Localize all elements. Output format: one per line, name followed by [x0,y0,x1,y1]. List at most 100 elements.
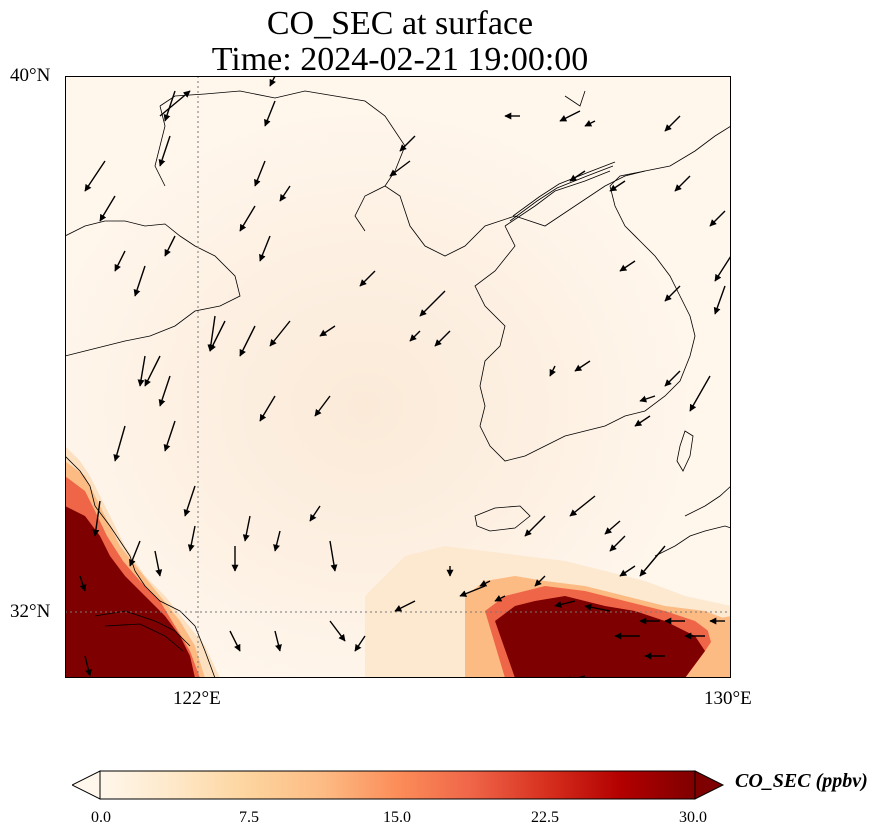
wind-arrow [609,180,626,192]
wind-arrow [689,375,711,412]
wind-arrow [79,575,87,592]
wind-arrow [494,595,506,602]
wind-arrow [164,235,176,257]
wind-arrow [664,115,681,132]
wind-arrow [113,425,126,462]
colorbar-tick-0: 0.0 [91,809,111,826]
wind-arrow [434,330,451,347]
wind-arrow [609,535,626,552]
lon-label-130e: 130°E [704,688,752,709]
wind-arrow [92,500,101,537]
wind-arrow [163,90,176,122]
wind-arrow [574,360,591,372]
wind-arrow [114,250,126,272]
wind-arrow [314,395,331,417]
wind-arrow [639,395,656,403]
wind-arrow [269,76,276,87]
wind-arrow [137,355,146,387]
lat-label-32n: 32°N [10,601,51,622]
wind-arrow [133,265,146,297]
wind-arrow [309,505,321,522]
wind-arrow [549,365,556,377]
wind-arrow [524,515,546,537]
wind-arrow [674,175,691,192]
wind-arrow [254,160,266,187]
wind-arrow [534,575,546,587]
wind-arrow [619,260,636,272]
map-title-line1: CO_SEC at surface [266,5,534,42]
wind-arrow [239,325,256,357]
colorbar-tick-2: 15.0 [383,809,411,826]
wind-arrows [79,76,731,678]
wind-arrow [479,580,491,587]
wind-arrow [99,195,116,222]
wind-arrow [554,600,576,608]
wind-arrow [242,515,251,542]
wind-arrow [319,325,336,337]
plume-southeast [365,546,731,678]
wind-arrow [569,170,586,182]
wind-arrow [584,603,611,612]
wind-arrow [329,620,346,642]
wind-arrow [183,485,196,517]
wind-arrow [634,415,651,427]
wind-arrow [399,135,416,152]
colorbar-tick-4: 30.0 [679,809,707,826]
wind-arrow [394,600,416,612]
wind-arrow [354,635,366,652]
wind-arrow [187,525,196,552]
wind-arrow [229,630,241,652]
wind-arrow [259,235,271,262]
wind-arrow [274,630,282,652]
wind-arrow [207,315,216,352]
wind-arrow [419,290,446,317]
plume-southwest [65,446,220,678]
map-frame [65,76,731,678]
wind-arrow [163,420,176,452]
lon-label-122e: 122°E [173,688,221,709]
colorbar-extend-low [72,770,101,800]
wind-arrow [664,285,681,302]
wind-arrow [584,120,596,127]
wind-arrow [269,320,291,347]
wind-arrow [273,530,281,552]
wind-arrow [84,655,92,677]
map-panel [65,76,731,678]
wind-arrow [158,375,171,407]
wind-arrow [259,395,276,422]
gridlines [65,76,731,678]
colorbar-tick-3: 22.5 [531,809,559,826]
wind-arrow [639,545,666,577]
wind-arrow [559,110,581,122]
map-canvas [65,76,731,678]
wind-arrow [264,100,276,127]
wind-arrow [144,355,161,387]
wind-arrow [664,370,681,387]
lat-label-40n: 40°N [10,65,51,86]
wind-arrow [279,185,291,202]
wind-arrow [158,135,171,167]
wind-arrow [389,160,411,177]
colorbar-label: CO_SEC (ppbv) [735,770,868,792]
wind-arrow [84,160,106,192]
colorbar-extend-high [694,770,725,800]
colorbar-body [99,770,696,800]
wind-arrow [564,675,586,678]
colorbar [72,770,725,800]
wind-arrow [459,585,486,597]
coastlines [65,90,731,678]
wind-arrow [239,205,256,232]
wind-arrow [359,270,376,287]
wind-arrow [604,520,621,535]
wind-arrow [709,210,726,227]
wind-arrow [329,540,338,572]
wind-arrow [154,550,163,577]
wind-arrow [714,255,731,282]
wind-arrow [129,540,141,567]
wind-arrow [569,495,596,517]
wind-arrow [713,285,726,315]
wind-arrow [619,565,636,577]
map-title-line2: Time: 2024-02-21 19:00:00 [211,41,589,78]
wind-arrow [409,330,421,342]
wind-arrow [159,90,191,117]
